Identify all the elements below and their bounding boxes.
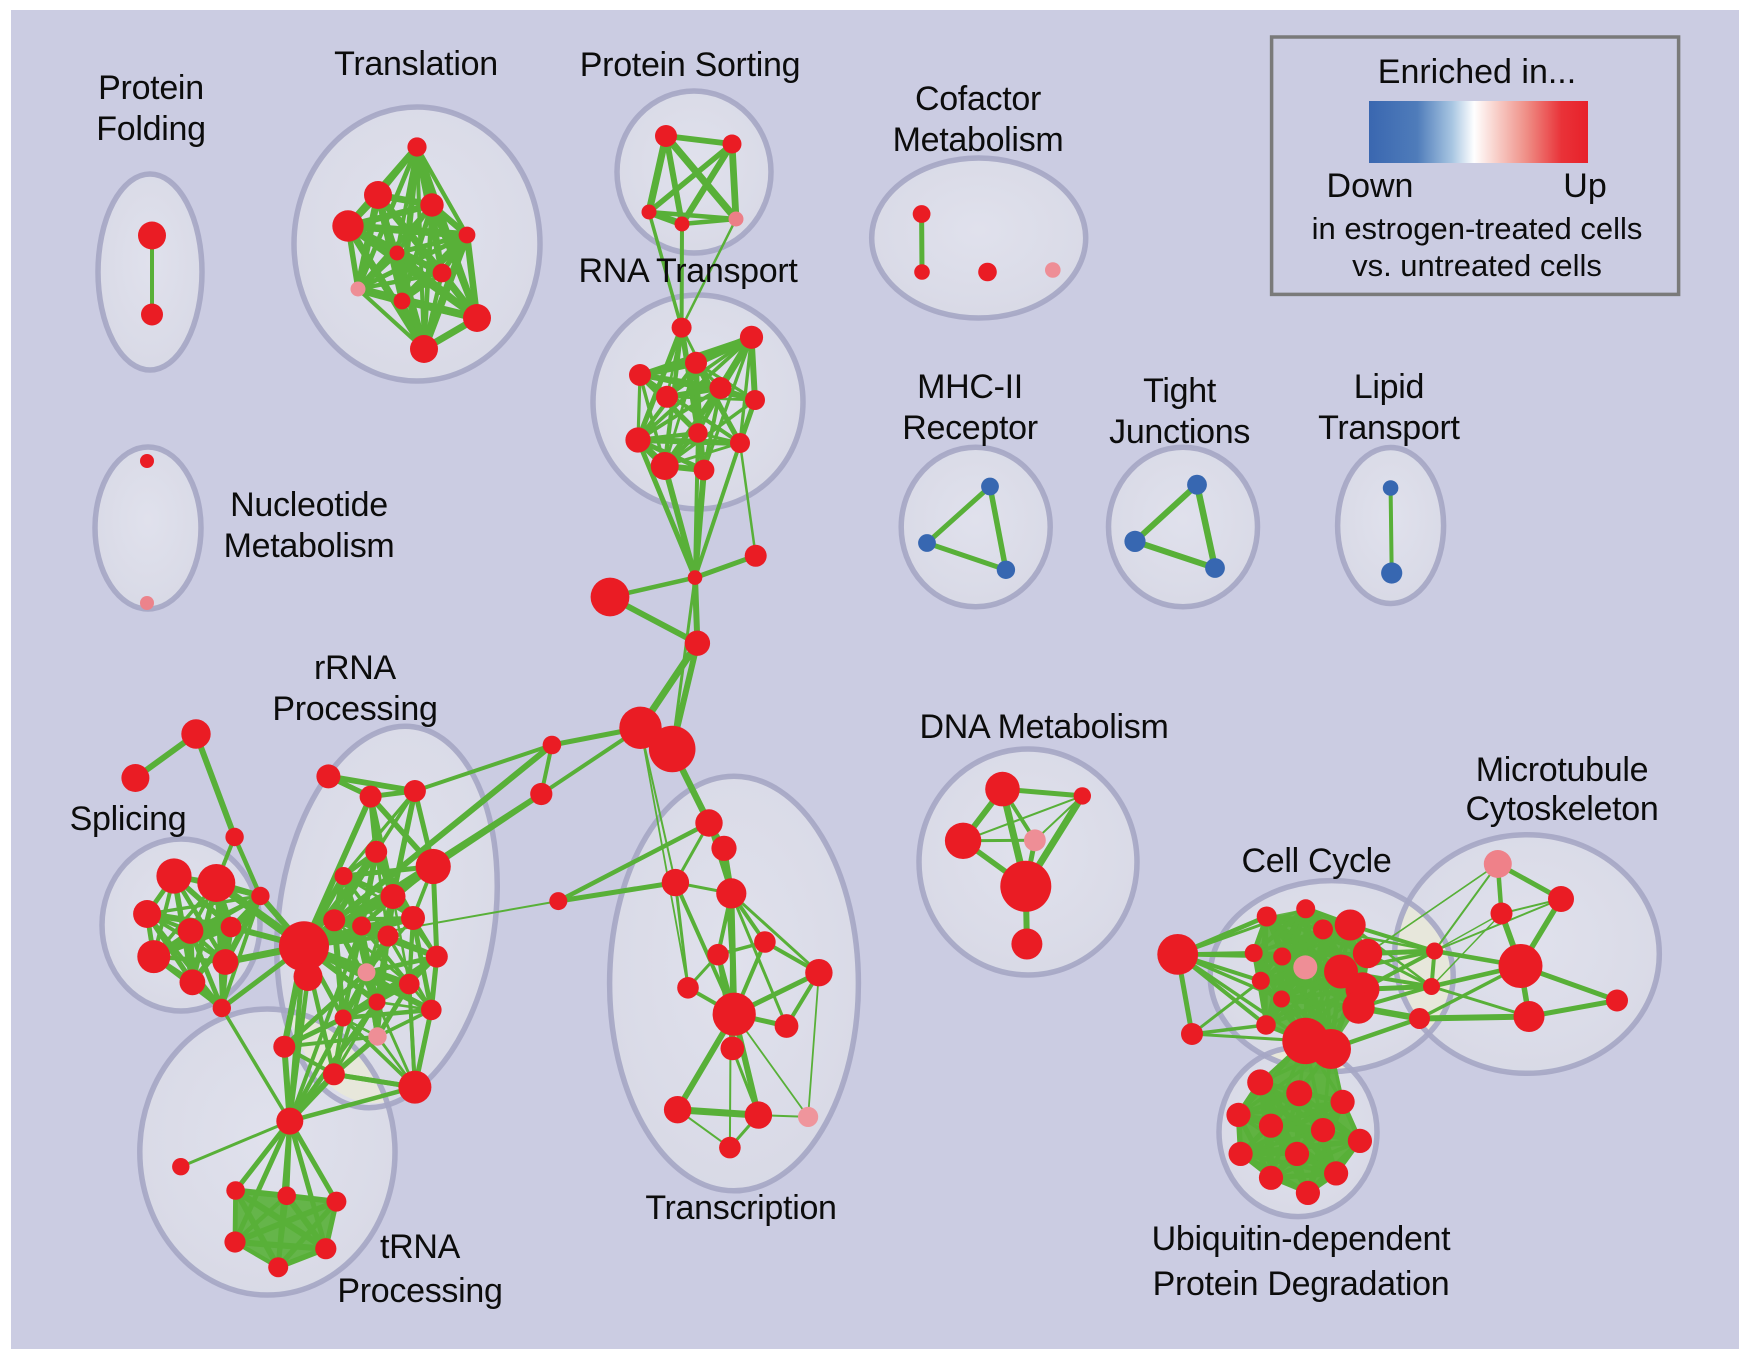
svg-text:Metabolism: Metabolism — [893, 121, 1064, 159]
svg-text:Folding: Folding — [96, 110, 205, 148]
svg-text:Microtubule: Microtubule — [1476, 751, 1648, 789]
svg-text:Transport: Transport — [1318, 409, 1460, 447]
svg-text:MHC-II: MHC-II — [917, 368, 1023, 406]
svg-text:Tight: Tight — [1143, 372, 1217, 410]
svg-text:tRNA: tRNA — [380, 1228, 461, 1266]
svg-text:DNA Metabolism: DNA Metabolism — [920, 708, 1169, 746]
svg-text:RNA Transport: RNA Transport — [578, 252, 798, 290]
svg-text:Lipid: Lipid — [1354, 368, 1424, 406]
svg-text:Up: Up — [1563, 167, 1606, 205]
svg-text:Protein Degradation: Protein Degradation — [1153, 1265, 1450, 1303]
svg-text:Down: Down — [1327, 167, 1414, 205]
svg-text:Translation: Translation — [334, 45, 498, 83]
svg-text:Processing: Processing — [337, 1272, 502, 1310]
svg-text:Enriched in...: Enriched in... — [1378, 53, 1576, 91]
svg-text:Protein Sorting: Protein Sorting — [580, 46, 800, 84]
svg-text:Metabolism: Metabolism — [224, 527, 395, 565]
svg-text:Transcription: Transcription — [645, 1189, 836, 1227]
svg-text:vs. untreated cells: vs. untreated cells — [1352, 248, 1602, 283]
svg-text:Protein: Protein — [98, 69, 204, 107]
svg-text:Processing: Processing — [272, 690, 437, 728]
svg-text:Ubiquitin-dependent: Ubiquitin-dependent — [1152, 1220, 1451, 1258]
svg-text:Splicing: Splicing — [70, 800, 187, 838]
svg-text:Cofactor: Cofactor — [915, 80, 1041, 118]
svg-text:in estrogen-treated cells: in estrogen-treated cells — [1312, 211, 1643, 246]
svg-text:Nucleotide: Nucleotide — [230, 486, 388, 524]
svg-text:Receptor: Receptor — [902, 409, 1038, 447]
svg-text:Junctions: Junctions — [1109, 413, 1250, 451]
svg-text:Cytoskeleton: Cytoskeleton — [1466, 790, 1659, 828]
svg-text:rRNA: rRNA — [314, 649, 397, 687]
svg-text:Cell Cycle: Cell Cycle — [1241, 842, 1391, 880]
